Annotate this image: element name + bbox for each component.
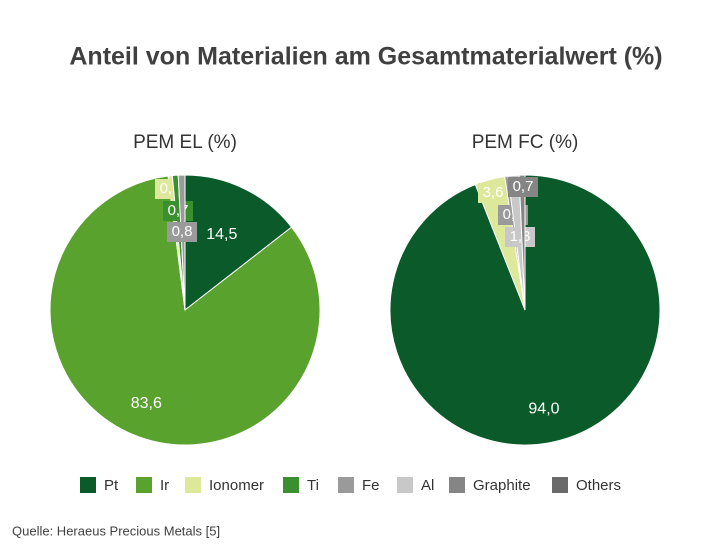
chart-title: Anteil von Materialien am Gesamtmaterial…	[69, 43, 662, 71]
label-box	[508, 177, 538, 197]
legend-swatch	[449, 477, 465, 493]
pie-slice	[49, 175, 321, 446]
legend-swatch	[80, 477, 96, 493]
data-label: 1,3	[510, 228, 531, 245]
legend-swatch	[338, 477, 354, 493]
pie-slice	[518, 174, 526, 311]
legend-label: Graphite	[473, 477, 531, 494]
data-label: 0,8	[172, 223, 193, 240]
data-label: 3,6	[483, 184, 504, 201]
legend-label: Others	[576, 477, 621, 494]
legend-label: Ir	[160, 477, 169, 494]
legend-swatch	[185, 477, 201, 493]
legend-label: Fe	[362, 477, 380, 494]
legend-swatch	[283, 477, 299, 493]
pie-slice	[184, 174, 293, 312]
data-label: 0,7	[513, 178, 534, 195]
legend-label: Ti	[307, 477, 319, 494]
pie-slice	[177, 174, 186, 311]
legend-swatch	[397, 477, 413, 493]
pie-title: PEM EL (%)	[133, 132, 237, 153]
label-box	[478, 183, 508, 203]
legend-label: Pt	[104, 477, 119, 494]
data-label: 83,6	[131, 395, 162, 412]
legend-swatch	[136, 477, 152, 493]
data-label: 14,5	[206, 226, 237, 243]
legend-label: Ionomer	[209, 477, 264, 494]
legend-swatch	[552, 477, 568, 493]
legend-label: Al	[421, 477, 434, 494]
label-box	[167, 222, 197, 242]
data-label: 94,0	[528, 401, 559, 418]
pie-title: PEM FC (%)	[472, 132, 579, 153]
label-box	[505, 227, 535, 247]
source: Quelle: Heraeus Precious Metals [5]	[12, 523, 220, 538]
